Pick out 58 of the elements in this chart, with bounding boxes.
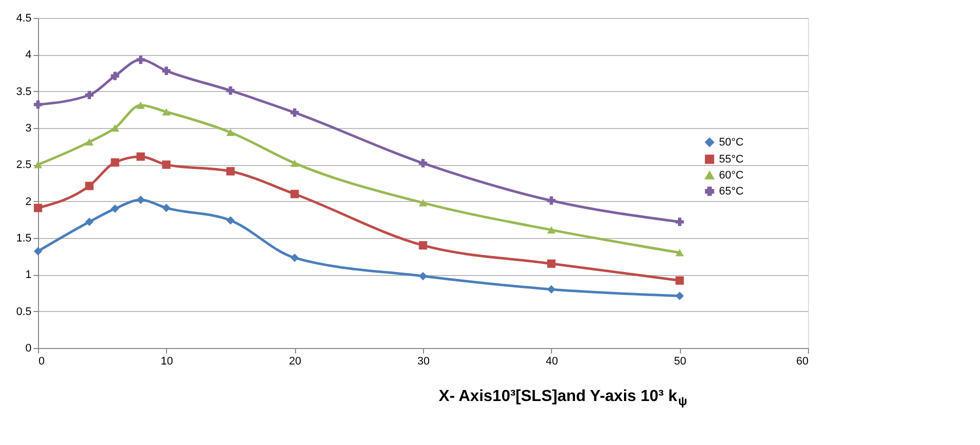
point bbox=[85, 218, 94, 226]
point bbox=[136, 56, 145, 64]
point bbox=[547, 196, 556, 205]
legend-label: 65°C bbox=[719, 185, 744, 198]
y-tick-label: 2 bbox=[25, 196, 32, 208]
x-tick-label: 40 bbox=[546, 356, 558, 368]
point bbox=[162, 108, 171, 116]
point bbox=[290, 254, 299, 262]
y-tick-label: 0 bbox=[25, 342, 32, 354]
point bbox=[418, 272, 428, 280]
point bbox=[85, 182, 94, 190]
point bbox=[675, 218, 684, 226]
x-tick-label: 0 bbox=[38, 356, 45, 368]
legend-label: 60°C bbox=[719, 169, 744, 182]
point bbox=[418, 199, 428, 206]
point bbox=[136, 152, 145, 161]
point bbox=[110, 204, 120, 213]
x-tick-label: 20 bbox=[289, 356, 302, 368]
point bbox=[675, 276, 684, 285]
point bbox=[162, 66, 171, 75]
y-tick-label: 3 bbox=[25, 122, 32, 134]
point bbox=[162, 204, 171, 212]
point bbox=[85, 138, 94, 146]
point bbox=[418, 241, 428, 250]
point bbox=[226, 167, 235, 176]
point bbox=[290, 108, 299, 117]
point bbox=[226, 128, 235, 136]
point bbox=[34, 247, 42, 256]
y-tick-label: 4 bbox=[25, 49, 32, 62]
legend-label: 50°C bbox=[719, 136, 744, 148]
y-tick-label: 1.5 bbox=[16, 232, 32, 244]
point bbox=[675, 249, 684, 256]
legend-label: 55°C bbox=[719, 153, 744, 166]
point bbox=[226, 216, 235, 225]
point bbox=[136, 102, 145, 109]
point bbox=[136, 196, 145, 204]
y-tick-label: 2.5 bbox=[16, 159, 32, 172]
point bbox=[547, 259, 556, 268]
point bbox=[34, 204, 42, 212]
x-tick-label: 30 bbox=[417, 356, 430, 368]
y-tick-label: 0.5 bbox=[16, 306, 32, 318]
point bbox=[226, 86, 235, 95]
point bbox=[418, 159, 428, 168]
point bbox=[85, 90, 94, 100]
x-tick-label: 60 bbox=[796, 356, 808, 368]
y-tick-label: 4.5 bbox=[16, 12, 32, 24]
x-tick-label: 10 bbox=[160, 356, 173, 368]
x-tick-label: 50 bbox=[674, 356, 686, 368]
point bbox=[110, 158, 120, 167]
y-tick-label: 1 bbox=[25, 269, 32, 282]
point bbox=[547, 285, 556, 294]
point bbox=[34, 161, 42, 168]
y-tick-label: 3.5 bbox=[16, 86, 32, 98]
point bbox=[162, 160, 171, 169]
point bbox=[290, 160, 299, 167]
point bbox=[110, 124, 120, 132]
point bbox=[547, 226, 556, 234]
point bbox=[290, 190, 299, 198]
